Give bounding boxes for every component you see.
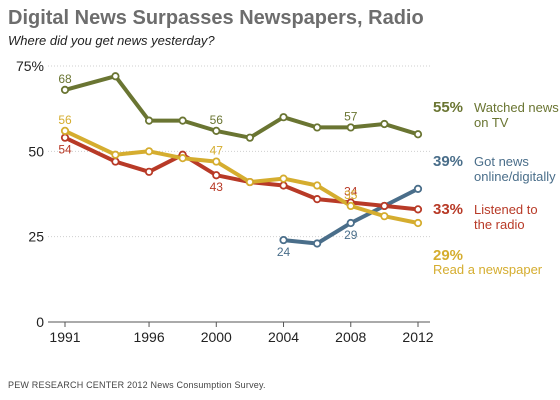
legend-text-tv: Watched news <box>474 100 559 115</box>
series-layer <box>60 72 423 248</box>
y-tick-label: 75% <box>16 58 44 74</box>
data-point-newspaper <box>279 174 288 183</box>
data-point-tv <box>60 85 70 94</box>
data-label-tv: 57 <box>344 109 358 123</box>
x-tick-label: 2012 <box>402 329 433 345</box>
data-point-radio <box>279 181 288 190</box>
data-point-radio <box>144 167 154 176</box>
legend-text-radio: Listened to <box>474 202 538 217</box>
data-label-newspaper: 35 <box>344 188 358 202</box>
data-point-tv <box>111 72 120 81</box>
data-point-newspaper <box>144 147 154 156</box>
data-point-radio <box>380 201 389 211</box>
y-axis: 0 25 50 75% <box>16 58 44 330</box>
legend-value-newspaper: 29% <box>433 247 463 264</box>
data-point-newspaper <box>413 218 423 228</box>
data-point-radio <box>413 205 423 214</box>
data-point-tv <box>279 113 288 122</box>
legend-value-online: 39% <box>433 153 463 170</box>
x-tick-label: 2000 <box>201 329 232 345</box>
chart-title: Digital News Surpasses Newspapers, Radio <box>8 7 424 29</box>
data-point-newspaper <box>313 181 322 190</box>
data-label-radio: 43 <box>210 180 224 194</box>
data-label-newspaper: 56 <box>58 113 72 127</box>
data-point-radio <box>212 171 221 180</box>
legend-text-newspaper: Read a newspaper <box>433 262 543 277</box>
data-label-radio: 54 <box>58 143 72 157</box>
chart-subtitle: Where did you get news yesterday? <box>8 33 215 48</box>
data-point-newspaper <box>111 150 120 159</box>
x-tick-label: 1991 <box>49 329 80 345</box>
data-point-online <box>346 218 355 228</box>
data-point-online <box>413 184 423 193</box>
data-point-newspaper <box>245 177 255 187</box>
legend-value-radio: 33% <box>433 201 463 218</box>
y-tick-label: 0 <box>36 314 44 330</box>
data-labels: 68 56 57 24 29 54 43 34 56 47 35 <box>58 72 357 259</box>
series-line-radio <box>63 135 420 212</box>
data-point-newspaper <box>346 201 355 211</box>
data-point-online <box>313 239 322 248</box>
data-point-tv <box>413 130 423 139</box>
x-tick-label: 2004 <box>268 329 299 345</box>
data-label-tv: 56 <box>210 113 224 127</box>
legend-text-online: online/digitally <box>474 169 556 184</box>
series-line-tv <box>63 74 420 140</box>
source-note: PEW RESEARCH CENTER 2012 News Consumptio… <box>8 380 266 390</box>
legend-text-tv: on TV <box>474 115 509 130</box>
data-label-online: 29 <box>344 228 358 242</box>
legend-text-radio: the radio <box>474 217 525 232</box>
y-tick-label: 50 <box>28 143 44 159</box>
data-point-radio <box>111 157 120 166</box>
data-point-tv <box>346 123 355 132</box>
data-point-tv <box>245 133 255 142</box>
y-tick-label: 25 <box>28 229 44 245</box>
data-label-radio: 34 <box>344 185 358 199</box>
data-point-tv <box>178 116 187 125</box>
data-point-tv <box>380 119 389 129</box>
data-point-newspaper <box>60 126 70 135</box>
data-point-radio <box>60 133 70 142</box>
data-point-newspaper <box>212 157 221 166</box>
data-label-online: 24 <box>277 245 291 259</box>
x-axis: 1991 1996 2000 2004 2008 2012 <box>48 321 434 345</box>
data-point-newspaper <box>380 212 389 221</box>
x-tick-label: 1996 <box>133 329 164 345</box>
legend-text-online: Got news <box>474 154 529 169</box>
data-point-tv <box>313 123 322 132</box>
data-point-online <box>279 235 288 245</box>
data-point-tv <box>212 126 221 135</box>
data-label-newspaper: 47 <box>210 144 224 158</box>
data-point-tv <box>144 116 154 125</box>
data-point-radio <box>313 195 322 204</box>
series-line-newspaper <box>63 128 420 225</box>
data-label-tv: 68 <box>58 72 72 86</box>
legend-value-tv: 55% <box>433 99 463 116</box>
x-tick-label: 2008 <box>335 329 366 345</box>
data-point-newspaper <box>178 154 187 163</box>
